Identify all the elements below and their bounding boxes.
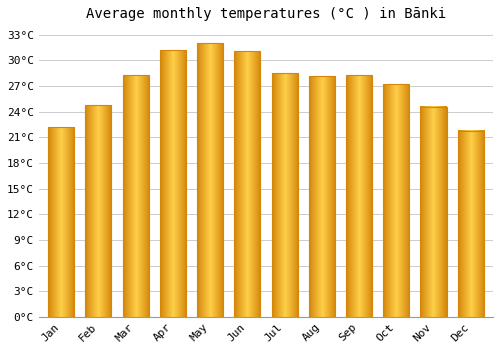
Bar <box>346 75 372 317</box>
Bar <box>458 131 483 317</box>
Bar <box>234 51 260 317</box>
Bar <box>48 127 74 317</box>
Bar <box>197 43 223 317</box>
Bar <box>86 105 112 317</box>
Bar <box>272 73 297 317</box>
Bar <box>383 84 409 317</box>
Bar <box>122 75 148 317</box>
Bar <box>160 50 186 317</box>
Title: Average monthly temperatures (°C ) in Bānki: Average monthly temperatures (°C ) in Bā… <box>86 7 446 21</box>
Bar <box>420 107 446 317</box>
Bar <box>308 76 335 317</box>
